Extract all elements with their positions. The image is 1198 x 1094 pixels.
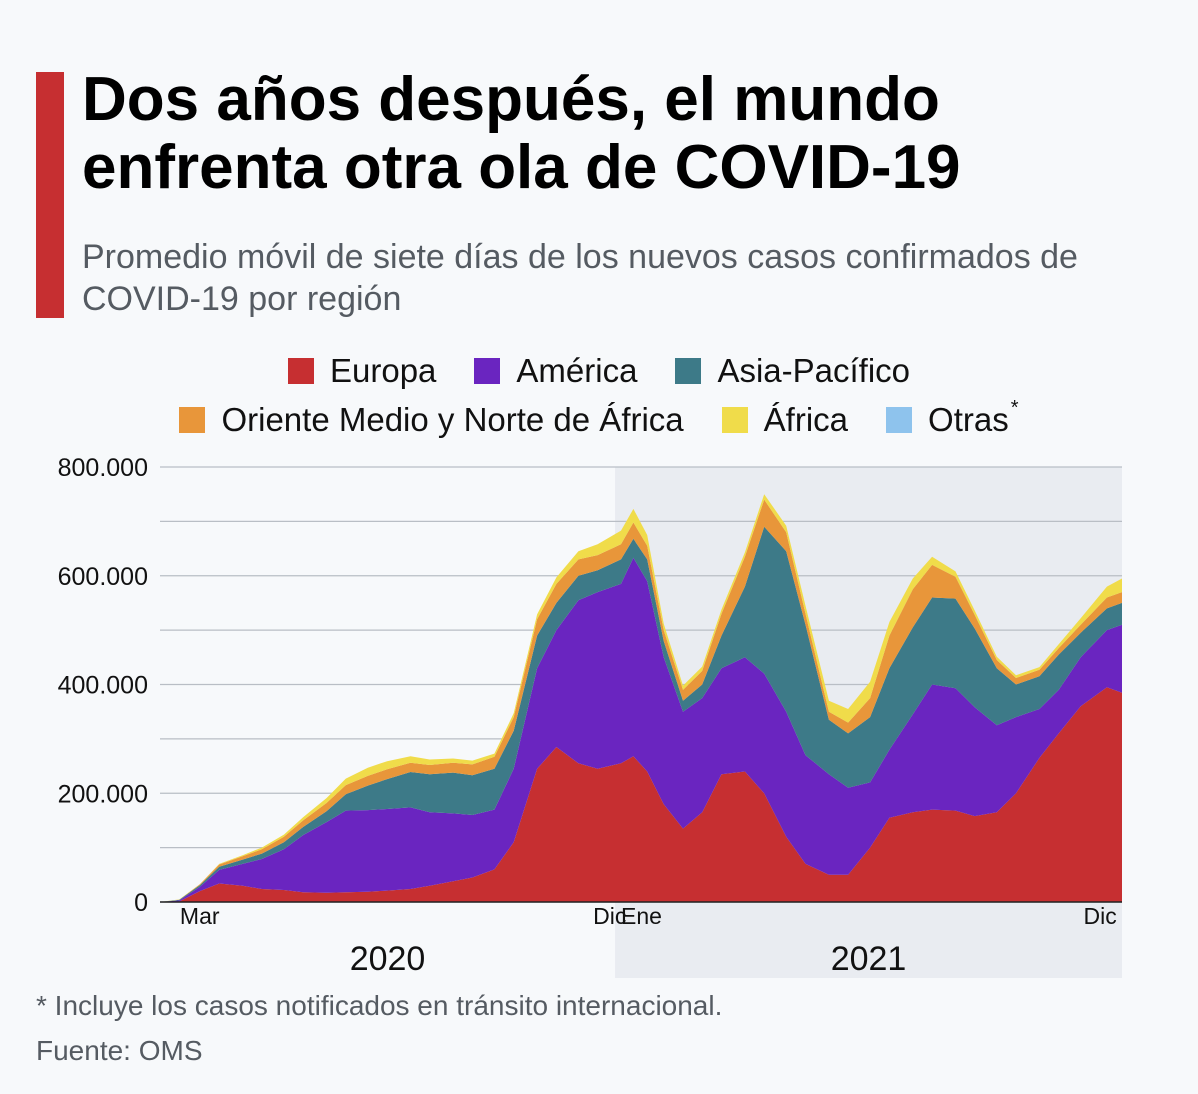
legend-label-otras: Otras xyxy=(928,401,1009,438)
legend-item-africa: África xyxy=(721,401,849,439)
legend-label-africa: África xyxy=(763,401,849,438)
legend-swatch-asia-pacifico xyxy=(675,358,702,384)
y-tick-label: 0 xyxy=(134,889,148,917)
legend-row-1: Europa América Asia-Pacífico xyxy=(0,352,1198,390)
footnote: * Incluye los casos notificados en tráns… xyxy=(36,990,723,1021)
legend-swatch-africa xyxy=(721,407,748,433)
legend-label-oriente-medio: Oriente Medio y Norte de África xyxy=(221,401,684,438)
chart-subtitle: Promedio móvil de siete días de los nuev… xyxy=(82,238,1078,318)
x-tick-label: Dic xyxy=(593,903,626,929)
legend-item-otras: Otras * xyxy=(886,397,1019,439)
y-tick-label: 600.000 xyxy=(58,563,148,591)
legend-row-2: Oriente Medio y Norte de África África O… xyxy=(0,397,1198,439)
x-tick-label: Mar xyxy=(180,903,220,929)
year-label-2021: 2021 xyxy=(831,940,907,978)
area-america xyxy=(160,557,1122,902)
x-tick-label: Dic xyxy=(1083,903,1116,929)
legend-label-europa: Europa xyxy=(329,352,437,389)
legend-item-asia-pacifico: Asia-Pacífico xyxy=(675,352,910,390)
legend-item-oriente-medio: Oriente Medio y Norte de África xyxy=(179,401,684,439)
legend-label-asia-pacifico: Asia-Pacífico xyxy=(717,352,911,389)
legend-swatch-otras xyxy=(886,407,913,433)
y-tick-label: 800.000 xyxy=(58,454,148,482)
source-note: Fuente: OMS xyxy=(36,1035,203,1066)
legend-swatch-america xyxy=(474,358,501,384)
y-tick-label: 200.000 xyxy=(58,780,148,808)
y-tick-label: 400.000 xyxy=(58,672,148,700)
area-europa xyxy=(160,687,1122,902)
legend-item-america: América xyxy=(474,352,637,390)
legend-swatch-europa xyxy=(287,358,314,384)
x-tick-label: Ene xyxy=(621,903,662,929)
title-accent-bar xyxy=(36,72,64,318)
legend-swatch-oriente-medio xyxy=(179,407,206,433)
legend-item-europa: Europa xyxy=(287,352,437,390)
chart-title: Dos años después, el mundo enfrenta otra… xyxy=(82,65,961,202)
legend-label-america: América xyxy=(516,352,638,389)
legend-note-marker: * xyxy=(1010,396,1019,419)
year-label-2020: 2020 xyxy=(350,940,426,978)
